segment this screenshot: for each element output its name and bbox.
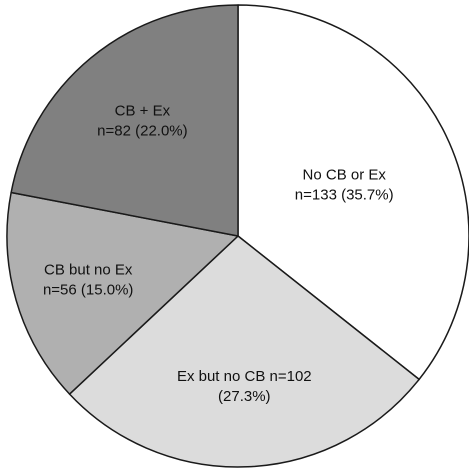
label-line: n=56 (15.0%) xyxy=(43,281,133,298)
pie-labels: No CB or Ex n=133 (35.7%) Ex but no CB n=1… xyxy=(43,102,394,405)
label-line: n=82 (22.0%) xyxy=(97,122,187,139)
slice-cb-but-no-ex xyxy=(6,191,239,395)
label-line: No CB or Ex xyxy=(303,167,387,184)
label-line: n=133 (35.7%) xyxy=(295,187,394,204)
slice-no-cb-or-ex-label: No CB or Ex n=133 (35.7%) xyxy=(295,167,394,204)
slice-cb-plus-ex-label: CB + Ex n=82 (22.0%) xyxy=(97,102,187,139)
slice-cb-plus-ex xyxy=(10,4,239,237)
slice-cb-but-no-ex-label: CB but no Ex n=56 (15.0%) xyxy=(43,261,133,298)
label-line: (27.3%) xyxy=(218,388,271,405)
slice-ex-but-no-cb xyxy=(68,235,420,468)
slice-ex-but-no-cb-label: Ex but no CB n=102 (27.3%) xyxy=(177,368,312,405)
label-line: Ex but no CB n=102 xyxy=(177,368,312,385)
label-line: CB + Ex xyxy=(115,102,171,119)
pie-slices xyxy=(6,4,469,468)
slice-no-cb-or-ex xyxy=(237,4,469,381)
label-line: CB but no Ex xyxy=(44,261,133,278)
